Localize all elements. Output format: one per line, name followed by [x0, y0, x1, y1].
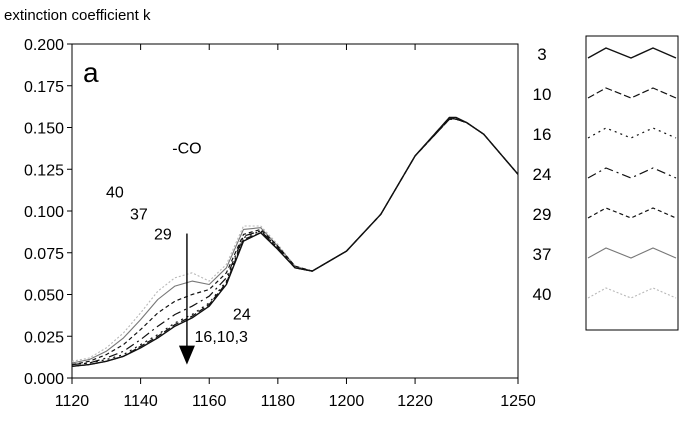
legend-label-3: 3: [537, 45, 546, 64]
x-tick-label: 1250: [500, 393, 536, 410]
legend-sample-10: [587, 87, 677, 99]
x-axis: 1120 1140 1160 1180 1200 1220 1250: [55, 44, 536, 410]
annotations: -CO 40 37 29 24 16,10,3: [106, 140, 251, 365]
x-tick-label: 1120: [55, 393, 90, 410]
annotation-lbl-40: 40: [106, 185, 124, 202]
legend-label-10: 10: [533, 85, 552, 104]
annotation-co: -CO: [172, 140, 201, 157]
arrow-head: [178, 345, 195, 365]
series-line-40: [71, 118, 519, 362]
annotation-lbl-29: 29: [154, 226, 172, 243]
y-tick-label: 0.075: [24, 246, 64, 263]
legend-label-29: 29: [533, 205, 552, 224]
annotation-lbl-37: 37: [130, 206, 148, 223]
legend-sample-40: [587, 287, 677, 299]
series-line-37: [71, 118, 519, 364]
legend-sample-37: [587, 247, 677, 259]
legend-sample-3: [587, 47, 677, 59]
y-tick-label: 0.175: [24, 79, 64, 96]
y-tick-label: 0.000: [24, 371, 64, 388]
legend-label-16: 16: [533, 125, 552, 144]
legend-label-37: 37: [533, 245, 552, 264]
legend-names: 3 10 16 24 29 37 40: [533, 45, 552, 304]
legend-frame: [585, 35, 679, 331]
series-line-10: [71, 116, 519, 367]
annotation-lbl-16: 16,10,3: [195, 329, 248, 346]
series-line-16: [71, 118, 519, 366]
y-tick-label: 0.125: [24, 162, 64, 179]
x-tick-label: 1140: [123, 393, 158, 410]
series-line-3: [71, 116, 519, 367]
legend-label-24: 24: [533, 165, 552, 184]
legend-label-40: 40: [533, 285, 552, 304]
y-tick-label: 0.025: [24, 329, 64, 346]
y-axis-title: extinction coefficient k: [4, 7, 151, 24]
series-layer: [71, 116, 519, 367]
panel-label: a: [83, 57, 99, 88]
y-tick-label: 0.200: [24, 37, 64, 54]
x-tick-label: 1160: [192, 393, 227, 410]
y-tick-label: 0.050: [24, 288, 64, 305]
x-tick-label: 1200: [329, 393, 365, 410]
legend-sample-29: [587, 207, 677, 219]
y-tick-label: 0.150: [24, 121, 64, 138]
y-axis: 0.000 0.025 0.050 0.075 0.100 0.125 0.150 0.175…: [24, 37, 72, 388]
legend-sample-16: [587, 127, 677, 139]
legend-sample-24: [587, 167, 677, 179]
series-line-24: [71, 118, 519, 366]
series-line-29: [71, 118, 519, 366]
x-tick-label: 1180: [261, 393, 296, 410]
y-tick-label: 0.100: [24, 204, 64, 221]
x-tick-label: 1220: [397, 393, 433, 410]
annotation-lbl-24: 24: [233, 307, 251, 324]
legend: [585, 35, 679, 331]
